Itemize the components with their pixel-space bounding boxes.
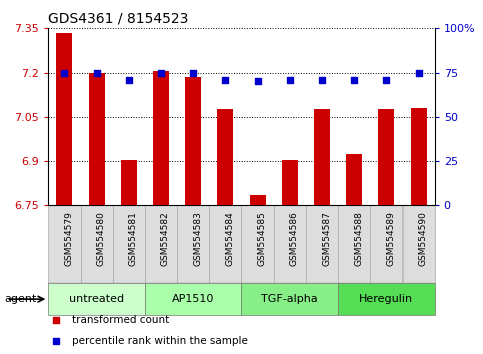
Text: transformed count: transformed count — [72, 315, 169, 325]
Text: GSM554588: GSM554588 — [354, 212, 363, 267]
Text: GSM554586: GSM554586 — [290, 212, 299, 267]
Bar — [274, 205, 306, 283]
Text: untreated: untreated — [69, 294, 124, 304]
Bar — [48, 205, 81, 283]
Bar — [145, 205, 177, 283]
Text: GSM554585: GSM554585 — [257, 212, 267, 267]
Bar — [121, 160, 137, 205]
Bar — [306, 205, 338, 283]
Point — [383, 77, 390, 82]
Text: AP1510: AP1510 — [172, 294, 214, 304]
Text: GSM554583: GSM554583 — [193, 212, 202, 267]
Bar — [314, 109, 330, 205]
Bar — [370, 205, 402, 283]
Bar — [57, 33, 72, 205]
Bar — [242, 283, 338, 315]
Text: agent: agent — [5, 294, 37, 304]
Bar — [217, 109, 233, 205]
Point — [318, 77, 326, 82]
Bar — [338, 283, 435, 315]
Bar — [185, 77, 201, 205]
Text: GSM554587: GSM554587 — [322, 212, 331, 267]
Text: GDS4361 / 8154523: GDS4361 / 8154523 — [48, 12, 189, 26]
Point — [254, 79, 261, 84]
Text: GSM554589: GSM554589 — [386, 212, 396, 267]
Bar — [411, 108, 426, 205]
Bar — [48, 283, 145, 315]
Bar — [145, 283, 242, 315]
Bar — [153, 71, 169, 205]
Text: GSM554580: GSM554580 — [97, 212, 106, 267]
Bar — [250, 195, 266, 205]
Bar — [338, 205, 370, 283]
Text: TGF-alpha: TGF-alpha — [261, 294, 318, 304]
Bar — [402, 205, 435, 283]
Point — [189, 70, 197, 75]
Point — [415, 70, 423, 75]
Bar — [113, 205, 145, 283]
Bar — [88, 73, 105, 205]
Bar — [378, 109, 395, 205]
Point — [222, 77, 229, 82]
Point — [350, 77, 358, 82]
Text: GSM554581: GSM554581 — [129, 212, 138, 267]
Text: percentile rank within the sample: percentile rank within the sample — [72, 336, 248, 346]
Bar — [209, 205, 242, 283]
Point — [157, 70, 165, 75]
Bar — [81, 205, 113, 283]
Point — [93, 70, 100, 75]
Bar — [282, 160, 298, 205]
Point — [286, 77, 294, 82]
Bar — [346, 154, 362, 205]
Text: Heregulin: Heregulin — [359, 294, 413, 304]
Bar — [242, 205, 274, 283]
Text: GSM554582: GSM554582 — [161, 212, 170, 266]
Text: GSM554590: GSM554590 — [419, 212, 427, 267]
Bar — [177, 205, 209, 283]
Text: GSM554584: GSM554584 — [226, 212, 234, 266]
Text: GSM554579: GSM554579 — [64, 212, 73, 267]
Point — [125, 77, 133, 82]
Point — [53, 338, 60, 344]
Point — [53, 317, 60, 323]
Point — [60, 70, 68, 75]
